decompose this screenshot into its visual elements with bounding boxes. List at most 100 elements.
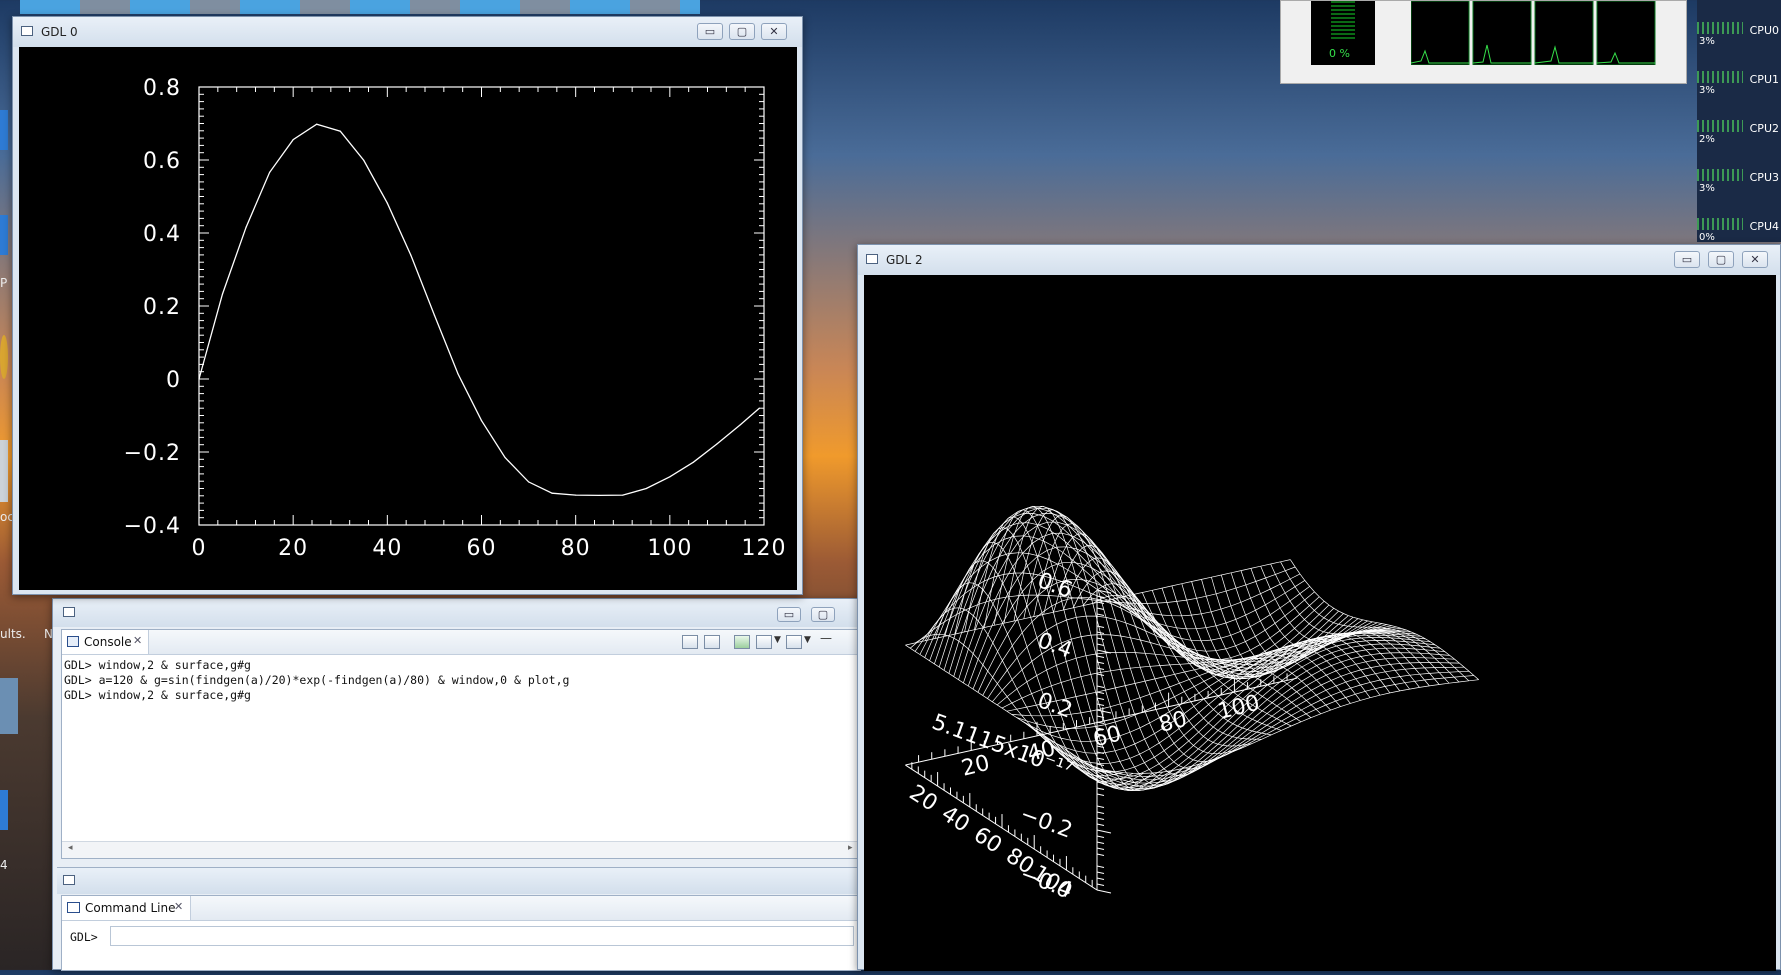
- mesh-line-y: [924, 607, 1114, 772]
- mesh-line-x: [982, 596, 1368, 696]
- z-minor-tick: [1096, 733, 1105, 736]
- desktop-icon[interactable]: [0, 678, 18, 734]
- window-icon: [21, 26, 33, 36]
- y-tick-label: −0.4: [124, 514, 181, 539]
- z-tick-label: −0.2: [1017, 802, 1076, 844]
- z-major-tick: [1096, 889, 1112, 894]
- x-tick-label: 0: [192, 536, 207, 561]
- data-point: [316, 123, 318, 125]
- mesh-line-y: [1211, 577, 1401, 692]
- mesh-line-x: [938, 507, 1325, 668]
- chevron-down-icon[interactable]: ▼: [804, 635, 811, 645]
- scroll-left-icon[interactable]: ◂: [68, 843, 73, 853]
- y-tick-label: 40: [937, 801, 974, 837]
- mesh-line-y: [984, 509, 1173, 791]
- close-button[interactable]: ✕: [761, 23, 787, 40]
- chevron-down-icon[interactable]: ▼: [774, 635, 781, 645]
- desktop-icon[interactable]: [0, 215, 8, 255]
- mesh-line-y: [1260, 566, 1450, 684]
- pin-console-icon[interactable]: [734, 635, 750, 649]
- line-plot: 0 20 40 60 80 100 120 −0.4 −0.2 0 0.2 0.4 0.6 0.8: [124, 76, 786, 561]
- horizontal-scrollbar[interactable]: ◂ ▸: [62, 841, 860, 858]
- mesh-line-x: [1025, 631, 1412, 754]
- z-minor-tick: [1096, 685, 1105, 688]
- minimize-button[interactable]: ▭: [1674, 251, 1700, 268]
- scroll-right-icon[interactable]: ▸: [848, 843, 853, 853]
- desktop-fragment-text: ults.: [0, 627, 26, 641]
- mesh-line-x: [948, 507, 1335, 677]
- cpu-core-percent: 3%: [1699, 85, 1715, 96]
- command-line-panel: Command Line ✕ GDL>: [61, 895, 861, 971]
- maximize-button[interactable]: ▢: [811, 607, 835, 622]
- mesh-line-y: [1033, 523, 1223, 770]
- mesh-line-y: [1132, 594, 1322, 715]
- z-tick-label: 0.6: [1034, 568, 1075, 603]
- desktop-left-strip: P oc ults. N 4: [0, 0, 53, 970]
- mesh-line-y: [1240, 570, 1430, 687]
- maximize-button[interactable]: ▢: [729, 23, 755, 40]
- clear-console-icon[interactable]: [682, 635, 698, 649]
- mesh-line-y: [974, 516, 1164, 791]
- gdl0-titlebar: GDL 0 ▭ ▢ ✕: [13, 17, 802, 47]
- close-icon[interactable]: ✕: [133, 634, 143, 647]
- z-minor-tick: [1096, 871, 1105, 874]
- close-icon[interactable]: ✕: [174, 900, 184, 913]
- cpu-core-label: CPU3: [1749, 171, 1779, 184]
- mesh-line-x: [1083, 670, 1470, 781]
- mesh-line-y: [1181, 583, 1371, 698]
- cpu-core-percent: 2%: [1699, 134, 1715, 145]
- window-icon: [866, 254, 878, 264]
- cpu-core-row: CPU4 0%: [1697, 206, 1781, 243]
- mesh-line-x: [1006, 625, 1392, 712]
- z-minor-tick: [1096, 703, 1105, 706]
- console-output[interactable]: GDL> window,2 & surface,g#g GDL> a=120 &…: [64, 658, 856, 836]
- data-point: [457, 373, 459, 375]
- z-minor-tick: [1096, 607, 1105, 610]
- z-minor-tick: [1096, 835, 1105, 838]
- gdl2-titlebar: GDL 2 ▭ ▢ ✕: [858, 245, 1780, 275]
- console-line: GDL> window,2 & surface,g#g: [64, 658, 251, 672]
- y-tick-label: 20: [905, 780, 942, 816]
- mesh-line-x: [1088, 675, 1474, 777]
- tab-command-line[interactable]: Command Line ✕: [62, 896, 191, 920]
- desktop-fragment-text: P: [0, 276, 8, 290]
- close-button[interactable]: ✕: [1742, 251, 1768, 268]
- z-minor-tick: [1096, 751, 1105, 754]
- z-minor-tick: [1096, 787, 1105, 790]
- cpu-core-row: CPU0 3%: [1697, 10, 1781, 58]
- cpu-core-label: CPU4: [1749, 220, 1779, 233]
- gdl0-window: GDL 0 ▭ ▢ ✕ 0 20 40 60 80 100 120 −0.4 −0.2 0 0.2 0…: [12, 16, 803, 595]
- cpu-total-meter: 0 %: [1311, 1, 1375, 65]
- mesh-line-y: [1230, 572, 1420, 688]
- z-minor-tick: [1096, 727, 1105, 730]
- y-tick-label: 0.4: [143, 222, 181, 247]
- desktop-icon[interactable]: [0, 440, 8, 502]
- open-console-icon[interactable]: [786, 635, 802, 649]
- tab-console[interactable]: Console ✕: [62, 630, 149, 654]
- minimize-view-icon[interactable]: —: [820, 631, 832, 645]
- mesh-line-y: [1043, 533, 1233, 762]
- desktop-fragment-text: oc: [0, 510, 14, 524]
- minimize-button[interactable]: ▭: [697, 23, 723, 40]
- mesh-line-y: [1023, 514, 1213, 776]
- z-minor-tick: [1096, 667, 1105, 670]
- cpu-core-row: CPU1 3%: [1697, 59, 1781, 107]
- data-point: [410, 254, 412, 256]
- desktop-icon[interactable]: [0, 790, 8, 830]
- display-console-icon[interactable]: [756, 635, 772, 649]
- minimize-button[interactable]: ▭: [777, 607, 801, 622]
- desktop-icon[interactable]: [0, 335, 8, 379]
- z-major-tick: [1096, 709, 1112, 714]
- data-line: [198, 123, 760, 497]
- scroll-lock-icon[interactable]: [704, 635, 720, 649]
- mesh-line-x: [1069, 657, 1455, 789]
- x-tick-label: 60: [1091, 721, 1124, 752]
- mesh-line-y: [1003, 505, 1193, 787]
- desktop-icon[interactable]: [0, 110, 8, 150]
- command-input[interactable]: [110, 926, 854, 946]
- mesh-line-y: [1072, 570, 1262, 740]
- z-minor-tick: [1096, 613, 1105, 616]
- gdl2-plot-area: 20 40 60 80 100 20 40 60 80 100 0.6 0.4 0.2 5.1115x10…: [864, 275, 1776, 971]
- maximize-button[interactable]: ▢: [1708, 251, 1734, 268]
- mesh-line-y: [905, 644, 1094, 769]
